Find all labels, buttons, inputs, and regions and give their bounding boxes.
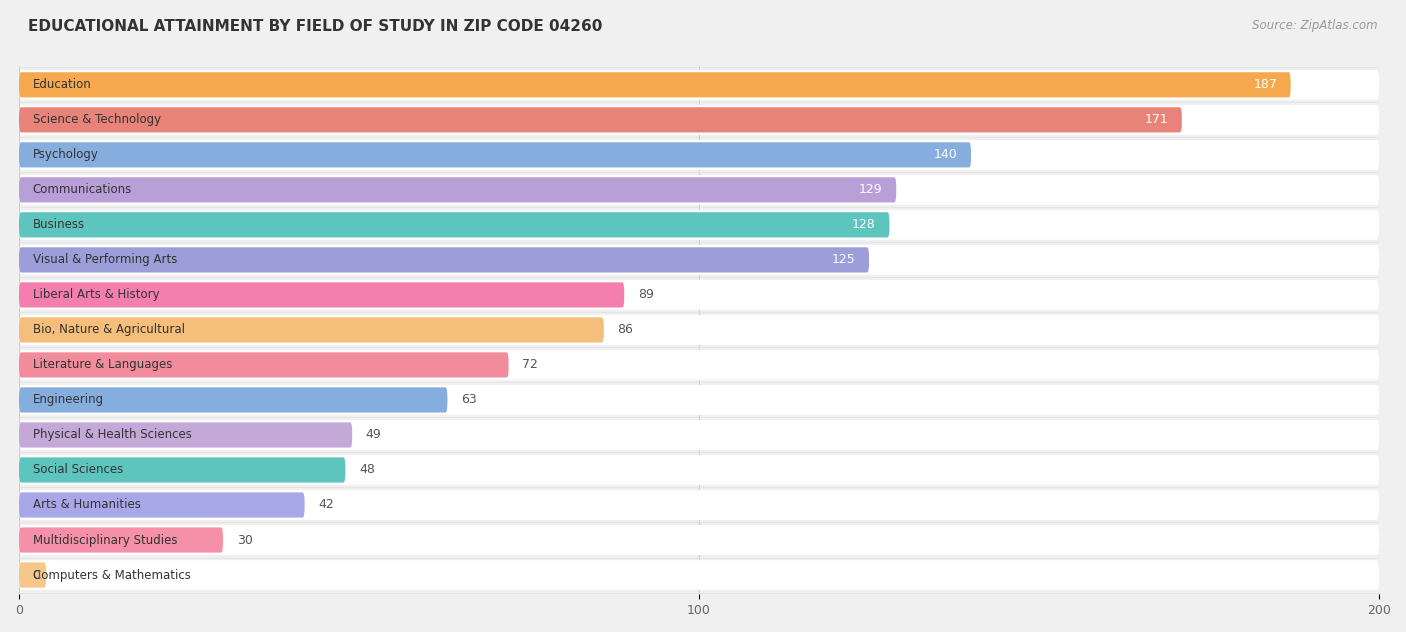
Text: Business: Business xyxy=(32,219,84,231)
FancyBboxPatch shape xyxy=(20,245,1379,275)
FancyBboxPatch shape xyxy=(20,107,1182,133)
Text: Science & Technology: Science & Technology xyxy=(32,113,160,126)
Text: 129: 129 xyxy=(859,183,883,197)
FancyBboxPatch shape xyxy=(20,210,1379,240)
FancyBboxPatch shape xyxy=(20,142,972,167)
FancyBboxPatch shape xyxy=(20,140,1379,170)
Text: Psychology: Psychology xyxy=(32,149,98,161)
Text: Source: ZipAtlas.com: Source: ZipAtlas.com xyxy=(1253,19,1378,32)
FancyBboxPatch shape xyxy=(20,315,1379,345)
Text: 49: 49 xyxy=(366,428,381,442)
FancyBboxPatch shape xyxy=(20,283,624,308)
Text: 187: 187 xyxy=(1253,78,1277,91)
FancyBboxPatch shape xyxy=(20,525,1379,555)
Text: Visual & Performing Arts: Visual & Performing Arts xyxy=(32,253,177,267)
FancyBboxPatch shape xyxy=(20,387,447,413)
Text: Computers & Mathematics: Computers & Mathematics xyxy=(32,569,190,581)
FancyBboxPatch shape xyxy=(20,420,1379,450)
FancyBboxPatch shape xyxy=(20,350,1379,380)
Text: Communications: Communications xyxy=(32,183,132,197)
Text: 48: 48 xyxy=(359,463,375,477)
Text: Arts & Humanities: Arts & Humanities xyxy=(32,499,141,511)
FancyBboxPatch shape xyxy=(20,105,1379,135)
Text: 125: 125 xyxy=(832,253,855,267)
Text: 42: 42 xyxy=(318,499,335,511)
Text: 72: 72 xyxy=(522,358,538,372)
FancyBboxPatch shape xyxy=(20,455,1379,485)
Text: Physical & Health Sciences: Physical & Health Sciences xyxy=(32,428,191,442)
Text: 89: 89 xyxy=(638,288,654,301)
FancyBboxPatch shape xyxy=(20,562,46,588)
Text: 86: 86 xyxy=(617,324,633,336)
Text: EDUCATIONAL ATTAINMENT BY FIELD OF STUDY IN ZIP CODE 04260: EDUCATIONAL ATTAINMENT BY FIELD OF STUDY… xyxy=(28,19,603,34)
Text: Social Sciences: Social Sciences xyxy=(32,463,122,477)
Text: 171: 171 xyxy=(1144,113,1168,126)
FancyBboxPatch shape xyxy=(20,527,224,552)
FancyBboxPatch shape xyxy=(20,352,509,377)
FancyBboxPatch shape xyxy=(20,385,1379,415)
FancyBboxPatch shape xyxy=(20,458,346,483)
FancyBboxPatch shape xyxy=(20,560,1379,590)
Text: Liberal Arts & History: Liberal Arts & History xyxy=(32,288,159,301)
Text: Bio, Nature & Agricultural: Bio, Nature & Agricultural xyxy=(32,324,184,336)
FancyBboxPatch shape xyxy=(20,70,1379,100)
Text: 128: 128 xyxy=(852,219,876,231)
FancyBboxPatch shape xyxy=(20,317,603,343)
Text: 0: 0 xyxy=(32,569,41,581)
Text: 140: 140 xyxy=(934,149,957,161)
Text: Engineering: Engineering xyxy=(32,394,104,406)
FancyBboxPatch shape xyxy=(20,212,890,238)
FancyBboxPatch shape xyxy=(20,422,353,447)
FancyBboxPatch shape xyxy=(20,492,305,518)
Text: Literature & Languages: Literature & Languages xyxy=(32,358,172,372)
Text: 30: 30 xyxy=(236,533,253,547)
FancyBboxPatch shape xyxy=(20,72,1291,97)
Text: Education: Education xyxy=(32,78,91,91)
FancyBboxPatch shape xyxy=(20,490,1379,520)
FancyBboxPatch shape xyxy=(20,280,1379,310)
FancyBboxPatch shape xyxy=(20,175,1379,205)
Text: 63: 63 xyxy=(461,394,477,406)
FancyBboxPatch shape xyxy=(20,247,869,272)
Text: Multidisciplinary Studies: Multidisciplinary Studies xyxy=(32,533,177,547)
FancyBboxPatch shape xyxy=(20,177,896,202)
